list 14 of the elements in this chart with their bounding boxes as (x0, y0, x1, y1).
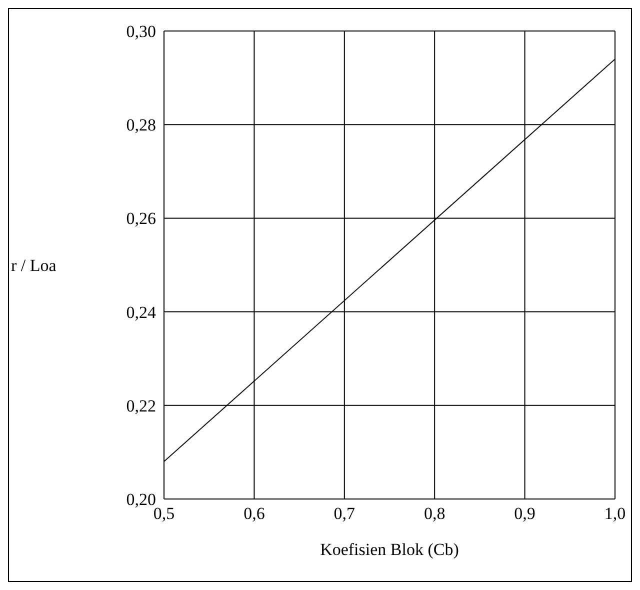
x-tick-label: 0,7 (334, 504, 356, 524)
y-axis-title: r / Loa (11, 256, 57, 276)
x-tick-label: 0,5 (153, 504, 175, 524)
y-tick-label: 0,30 (126, 22, 156, 42)
y-tick-label: 0,22 (126, 396, 156, 416)
y-tick-label: 0,26 (126, 209, 156, 228)
x-tick-label: 1,0 (604, 504, 626, 524)
x-tick-label: 0,8 (424, 504, 446, 524)
x-axis-title: Koefisien Blok (Cb) (320, 540, 459, 559)
y-tick-label: 0,24 (126, 302, 156, 322)
x-tick-label: 0,6 (244, 504, 265, 524)
x-tick-label: 0,9 (514, 504, 536, 524)
y-tick-label: 0,28 (126, 116, 156, 135)
y-tick-label: 0,20 (126, 490, 156, 510)
